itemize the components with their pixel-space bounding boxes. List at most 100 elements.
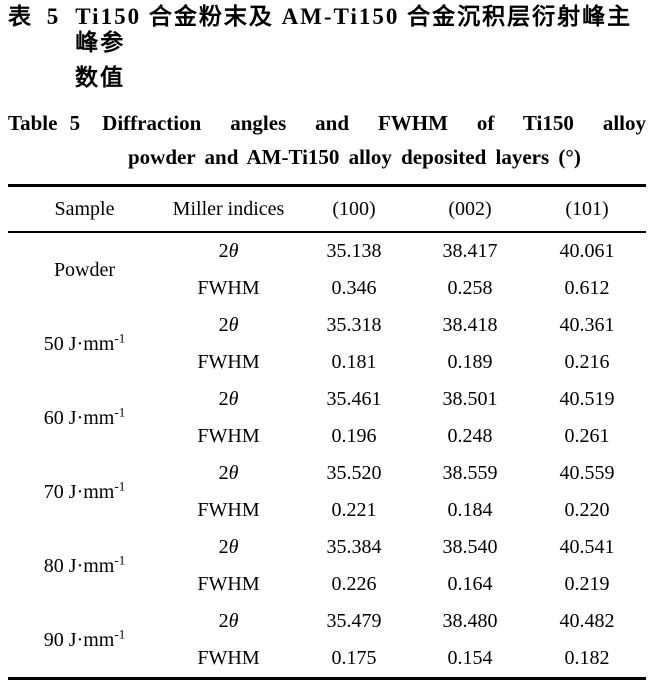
value-cell-100: 0.196 (331, 425, 377, 447)
value-cell-100: 35.384 (326, 536, 382, 558)
value-cell-002: 0.258 (447, 277, 493, 299)
value-cell-101: 0.216 (564, 351, 610, 373)
sample-label: 80 J·mm (43, 554, 115, 577)
miller-label: FWHM (197, 647, 260, 669)
sample-cell: 50 J·mm-1 (8, 307, 161, 381)
value-cell-100: 35.138 (326, 240, 382, 262)
sample-label: Powder (53, 258, 116, 281)
sample-label: 70 J·mm (43, 480, 115, 503)
miller-theta: θ (228, 536, 239, 558)
value-cell-101: 40.541 (559, 536, 615, 558)
value-cell-002: 38.480 (442, 610, 498, 632)
value-cell-100: 0.175 (331, 647, 377, 669)
sample-cell: 80 J·mm-1 (8, 529, 161, 603)
value-cell-101: 0.219 (564, 573, 610, 595)
value-cell-101: 40.559 (559, 462, 615, 484)
value-cell-002: 38.418 (442, 314, 498, 336)
sample-cell: Powder (8, 232, 161, 307)
miller-cell: FWHM (161, 270, 296, 307)
value-cell-100: 35.479 (326, 610, 382, 632)
miller-label: 2 (218, 314, 229, 336)
sample-cell: 90 J·mm-1 (8, 603, 161, 679)
title-english-line2: powder and AM-Ti150 alloy deposited laye… (128, 145, 581, 169)
sample-label: 50 J·mm (43, 332, 115, 355)
header-row: Sample Miller indices (100) (002) (101) (8, 185, 646, 233)
table-row: FWHM 0.226 0.164 0.219 (8, 566, 646, 603)
column-header-100: (100) (296, 185, 412, 233)
sample-exponent: -1 (114, 329, 126, 345)
miller-cell: FWHM (161, 566, 296, 603)
miller-theta: θ (228, 240, 239, 262)
value-cell-100: 0.181 (331, 351, 377, 373)
miller-cell: 2θ (161, 455, 296, 492)
table-row: 60 J·mm-1 2θ 35.461 38.501 40.519 (8, 381, 646, 429)
title-english-line1: Table 5 Diffraction angles and FWHM of T… (8, 110, 646, 136)
miller-label: 2 (218, 462, 229, 484)
sample-exponent: -1 (114, 551, 126, 567)
miller-theta: θ (228, 462, 239, 484)
sample-exponent: -1 (114, 477, 126, 493)
miller-label: 2 (218, 388, 229, 410)
table-number-en: Table 5 (8, 111, 81, 135)
diffraction-table: Sample Miller indices (100) (002) (101) … (8, 184, 646, 680)
value-cell-101: 40.482 (559, 610, 615, 632)
miller-cell: 2θ (161, 232, 296, 270)
miller-label: FWHM (197, 573, 260, 595)
value-cell-002: 38.540 (442, 536, 498, 558)
miller-cell: FWHM (161, 492, 296, 529)
miller-theta: θ (228, 610, 239, 632)
miller-theta: θ (228, 314, 239, 336)
table-row: Powder 2θ 35.138 38.417 40.061 (8, 232, 646, 281)
value-cell-100: 0.221 (331, 499, 377, 521)
miller-label: FWHM (197, 425, 260, 447)
value-cell-101: 0.612 (564, 277, 610, 299)
value-cell-101: 40.361 (559, 314, 615, 336)
value-cell-002: 38.559 (442, 462, 498, 484)
title-chinese: 表 5 Ti150 合金粉末及 AM-Ti150 合金沉积层衍射峰主峰参 数值 (8, 4, 646, 91)
miller-label: FWHM (197, 351, 260, 373)
sample-label: 90 J·mm (43, 628, 115, 651)
table-row: 80 J·mm-1 2θ 35.384 38.540 40.541 (8, 529, 646, 577)
value-cell-101: 0.182 (564, 647, 610, 669)
title-english-text: Diffraction angles and FWHM of Ti150 all… (102, 111, 646, 135)
table-row: FWHM 0.181 0.189 0.216 (8, 344, 646, 381)
column-header-101: (101) (528, 185, 646, 233)
miller-cell: 2θ (161, 307, 296, 344)
miller-label: 2 (218, 610, 229, 632)
table-row: 90 J·mm-1 2θ 35.479 38.480 40.482 (8, 603, 646, 651)
miller-cell: FWHM (161, 344, 296, 381)
value-cell-002: 0.248 (447, 425, 493, 447)
miller-cell: 2θ (161, 603, 296, 640)
miller-label: FWHM (197, 277, 260, 299)
value-cell-101: 40.519 (559, 388, 615, 410)
column-header-002: (002) (412, 185, 528, 233)
table-row: FWHM 0.346 0.258 0.612 (8, 270, 646, 307)
value-cell-100: 0.346 (331, 277, 377, 299)
value-cell-002: 0.189 (447, 351, 493, 373)
value-cell-101: 0.261 (564, 425, 610, 447)
value-cell-002: 0.164 (447, 573, 493, 595)
table-row: 70 J·mm-1 2θ 35.520 38.559 40.559 (8, 455, 646, 503)
miller-cell: FWHM (161, 640, 296, 679)
value-cell-100: 35.461 (326, 388, 382, 410)
sample-cell: 70 J·mm-1 (8, 455, 161, 529)
sample-cell: 60 J·mm-1 (8, 381, 161, 455)
title-english: Table 5 Diffraction angles and FWHM of T… (8, 110, 646, 170)
value-cell-002: 0.184 (447, 499, 493, 521)
value-cell-100: 35.318 (326, 314, 382, 336)
column-header-sample: Sample (8, 185, 161, 233)
miller-label: 2 (218, 536, 229, 558)
table-row: 50 J·mm-1 2θ 35.318 38.418 40.361 (8, 307, 646, 355)
value-cell-100: 0.226 (331, 573, 377, 595)
title-chinese-text: Ti150 合金粉末及 AM-Ti150 合金沉积层衍射峰主峰参 (75, 4, 633, 55)
table-row: FWHM 0.196 0.248 0.261 (8, 418, 646, 455)
value-cell-002: 38.417 (442, 240, 498, 262)
value-cell-101: 40.061 (559, 240, 615, 262)
sample-exponent: -1 (114, 625, 126, 641)
table-number-zh: 表 5 (8, 4, 64, 29)
value-cell-100: 35.520 (326, 462, 382, 484)
column-header-miller-indices: Miller indices (161, 185, 296, 233)
miller-cell: 2θ (161, 529, 296, 566)
miller-cell: 2θ (161, 381, 296, 418)
